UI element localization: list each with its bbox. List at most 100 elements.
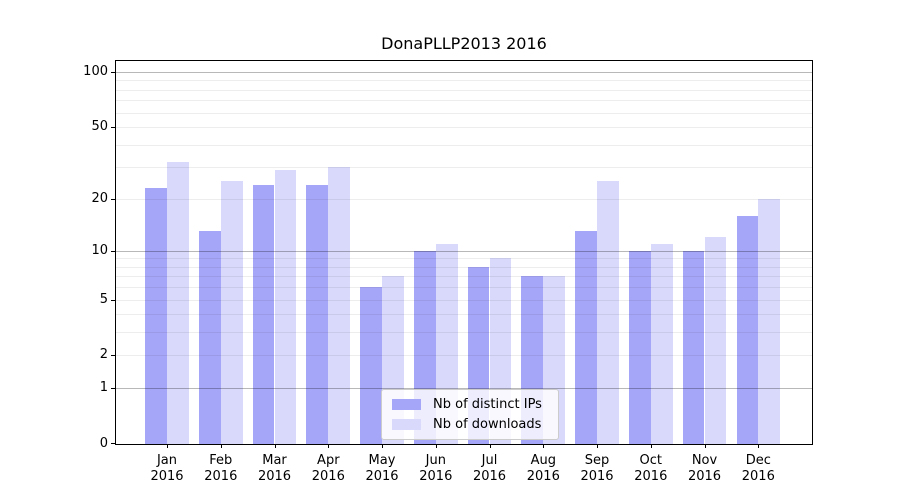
x-tick-month-mar: Mar <box>262 453 287 468</box>
x-tick-month-jan: Jan <box>156 453 178 468</box>
gridline-minor-3 <box>116 332 812 334</box>
y-tick-label-1: 1 <box>99 380 108 396</box>
legend-item-downloads: Nb of downloads <box>392 417 548 432</box>
legend: Nb of distinct IPs Nb of downloads <box>381 389 559 440</box>
bar-downloads-nov <box>704 237 727 444</box>
x-tick-year-oct: 2016 <box>634 469 668 484</box>
gridline-minor-6 <box>116 287 812 289</box>
x-tick-month-may: May <box>368 453 396 468</box>
gridline-minor-8 <box>116 266 812 268</box>
y-tick-label-50: 50 <box>91 119 108 135</box>
bar-distinct-ips-dec <box>736 215 759 444</box>
gridline-minor-50 <box>116 127 812 129</box>
x-tick-label-mar: Mar 2016 <box>243 453 307 485</box>
y-tick-2 <box>111 355 116 357</box>
gridline-minor-4 <box>116 314 812 316</box>
legend-item-distinct-ips: Nb of distinct IPs <box>392 397 548 412</box>
x-tick-may <box>382 444 383 448</box>
x-tick-month-jul: Jul <box>481 453 498 468</box>
gridline-minor-30 <box>116 167 812 169</box>
y-tick-0 <box>111 443 116 444</box>
y-tick-label-20: 20 <box>91 190 108 206</box>
gridline-major-1 <box>116 388 812 390</box>
y-tick-label-2: 2 <box>99 347 108 363</box>
gridline-minor-70 <box>116 100 812 102</box>
x-tick-jul <box>489 444 491 448</box>
x-tick-jun <box>435 444 437 448</box>
y-tick-label-100: 100 <box>83 64 108 79</box>
bar-distinct-ips-may <box>360 287 382 444</box>
gridline-minor-60 <box>116 112 812 114</box>
x-tick-month-apr: Apr <box>317 453 340 468</box>
gridline-minor-90 <box>116 80 812 82</box>
gridline-major-100 <box>116 72 812 73</box>
bar-downloads-mar <box>274 169 297 444</box>
x-tick-year-may: 2016 <box>365 469 399 484</box>
x-tick-label-nov: Nov 2016 <box>673 453 737 485</box>
legend-swatch-downloads-icon <box>392 419 421 430</box>
x-tick-month-jun: Jun <box>425 453 446 468</box>
gridline-minor-40 <box>116 144 812 146</box>
x-tick-year-aug: 2016 <box>526 469 560 484</box>
bar-distinct-ips-jan <box>145 187 167 444</box>
bar-distinct-ips-sep <box>575 231 597 444</box>
x-tick-month-feb: Feb <box>209 453 233 468</box>
bar-distinct-ips-feb <box>199 231 221 444</box>
x-tick-label-jul: Jul 2016 <box>458 453 522 485</box>
gridline-minor-2 <box>116 355 812 357</box>
gridline-minor-7 <box>116 276 812 278</box>
x-tick-year-jul: 2016 <box>472 469 507 484</box>
legend-label-downloads: Nb of downloads <box>433 417 542 432</box>
bar-downloads-dec <box>758 198 781 444</box>
x-tick-month-aug: Aug <box>530 453 556 468</box>
x-tick-label-apr: Apr 2016 <box>296 453 360 485</box>
gridline-minor-9 <box>116 258 812 260</box>
x-tick-apr <box>328 444 330 448</box>
bar-distinct-ips-apr <box>306 184 329 444</box>
bar-downloads-sep <box>597 181 619 444</box>
x-tick-month-oct: Oct <box>639 453 663 468</box>
x-tick-label-sep: Sep 2016 <box>565 453 629 485</box>
x-tick-label-jan: Jan 2016 <box>135 453 199 485</box>
gridline-minor-20 <box>116 198 812 200</box>
x-tick-year-feb: 2016 <box>204 469 238 484</box>
legend-label-distinct-ips: Nb of distinct IPs <box>433 397 542 412</box>
bar-downloads-oct <box>650 243 673 444</box>
bar-downloads-jan <box>167 162 189 444</box>
x-tick-feb <box>220 444 222 448</box>
bar-distinct-ips-oct <box>629 250 651 444</box>
x-tick-year-jan: 2016 <box>150 469 184 484</box>
x-tick-sep <box>597 444 598 448</box>
x-tick-year-apr: 2016 <box>311 469 345 484</box>
x-tick-label-jun: Jun 2016 <box>404 453 468 485</box>
x-tick-aug <box>543 444 545 448</box>
y-tick-20 <box>111 198 116 200</box>
legend-swatch-distinct-ips-icon <box>392 399 421 410</box>
plot-area: DonaPLLP2013 2016 0 1 2 5 10 20 50 100 Jan 2016 Fe… <box>83 34 813 484</box>
y-tick-label-0: 0 <box>99 436 108 451</box>
x-tick-year-jun: 2016 <box>419 469 453 484</box>
gridline-major-10 <box>116 250 812 252</box>
x-tick-label-may: May 2016 <box>350 453 414 485</box>
x-tick-year-dec: 2016 <box>741 469 775 484</box>
bar-downloads-feb <box>220 181 243 444</box>
x-tick-label-oct: Oct 2016 <box>619 453 683 485</box>
y-tick-label-10: 10 <box>91 242 108 258</box>
bar-distinct-ips-mar <box>252 184 275 444</box>
gridline-minor-5 <box>116 299 812 301</box>
y-tick-label-5: 5 <box>99 291 108 307</box>
x-tick-label-dec: Dec 2016 <box>726 453 790 485</box>
x-tick-month-nov: Nov <box>691 453 718 468</box>
x-tick-month-sep: Sep <box>584 453 610 468</box>
x-tick-year-mar: 2016 <box>257 469 292 484</box>
chart-title: DonaPLLP2013 2016 <box>381 34 547 53</box>
x-tick-label-aug: Aug 2016 <box>511 453 575 485</box>
x-tick-oct <box>650 444 652 448</box>
x-tick-year-nov: 2016 <box>687 469 722 484</box>
x-tick-year-sep: 2016 <box>580 469 614 484</box>
y-tick-50 <box>111 127 116 129</box>
x-tick-nov <box>704 444 706 448</box>
bar-downloads-apr <box>328 167 351 444</box>
gridline-minor-80 <box>116 89 812 91</box>
